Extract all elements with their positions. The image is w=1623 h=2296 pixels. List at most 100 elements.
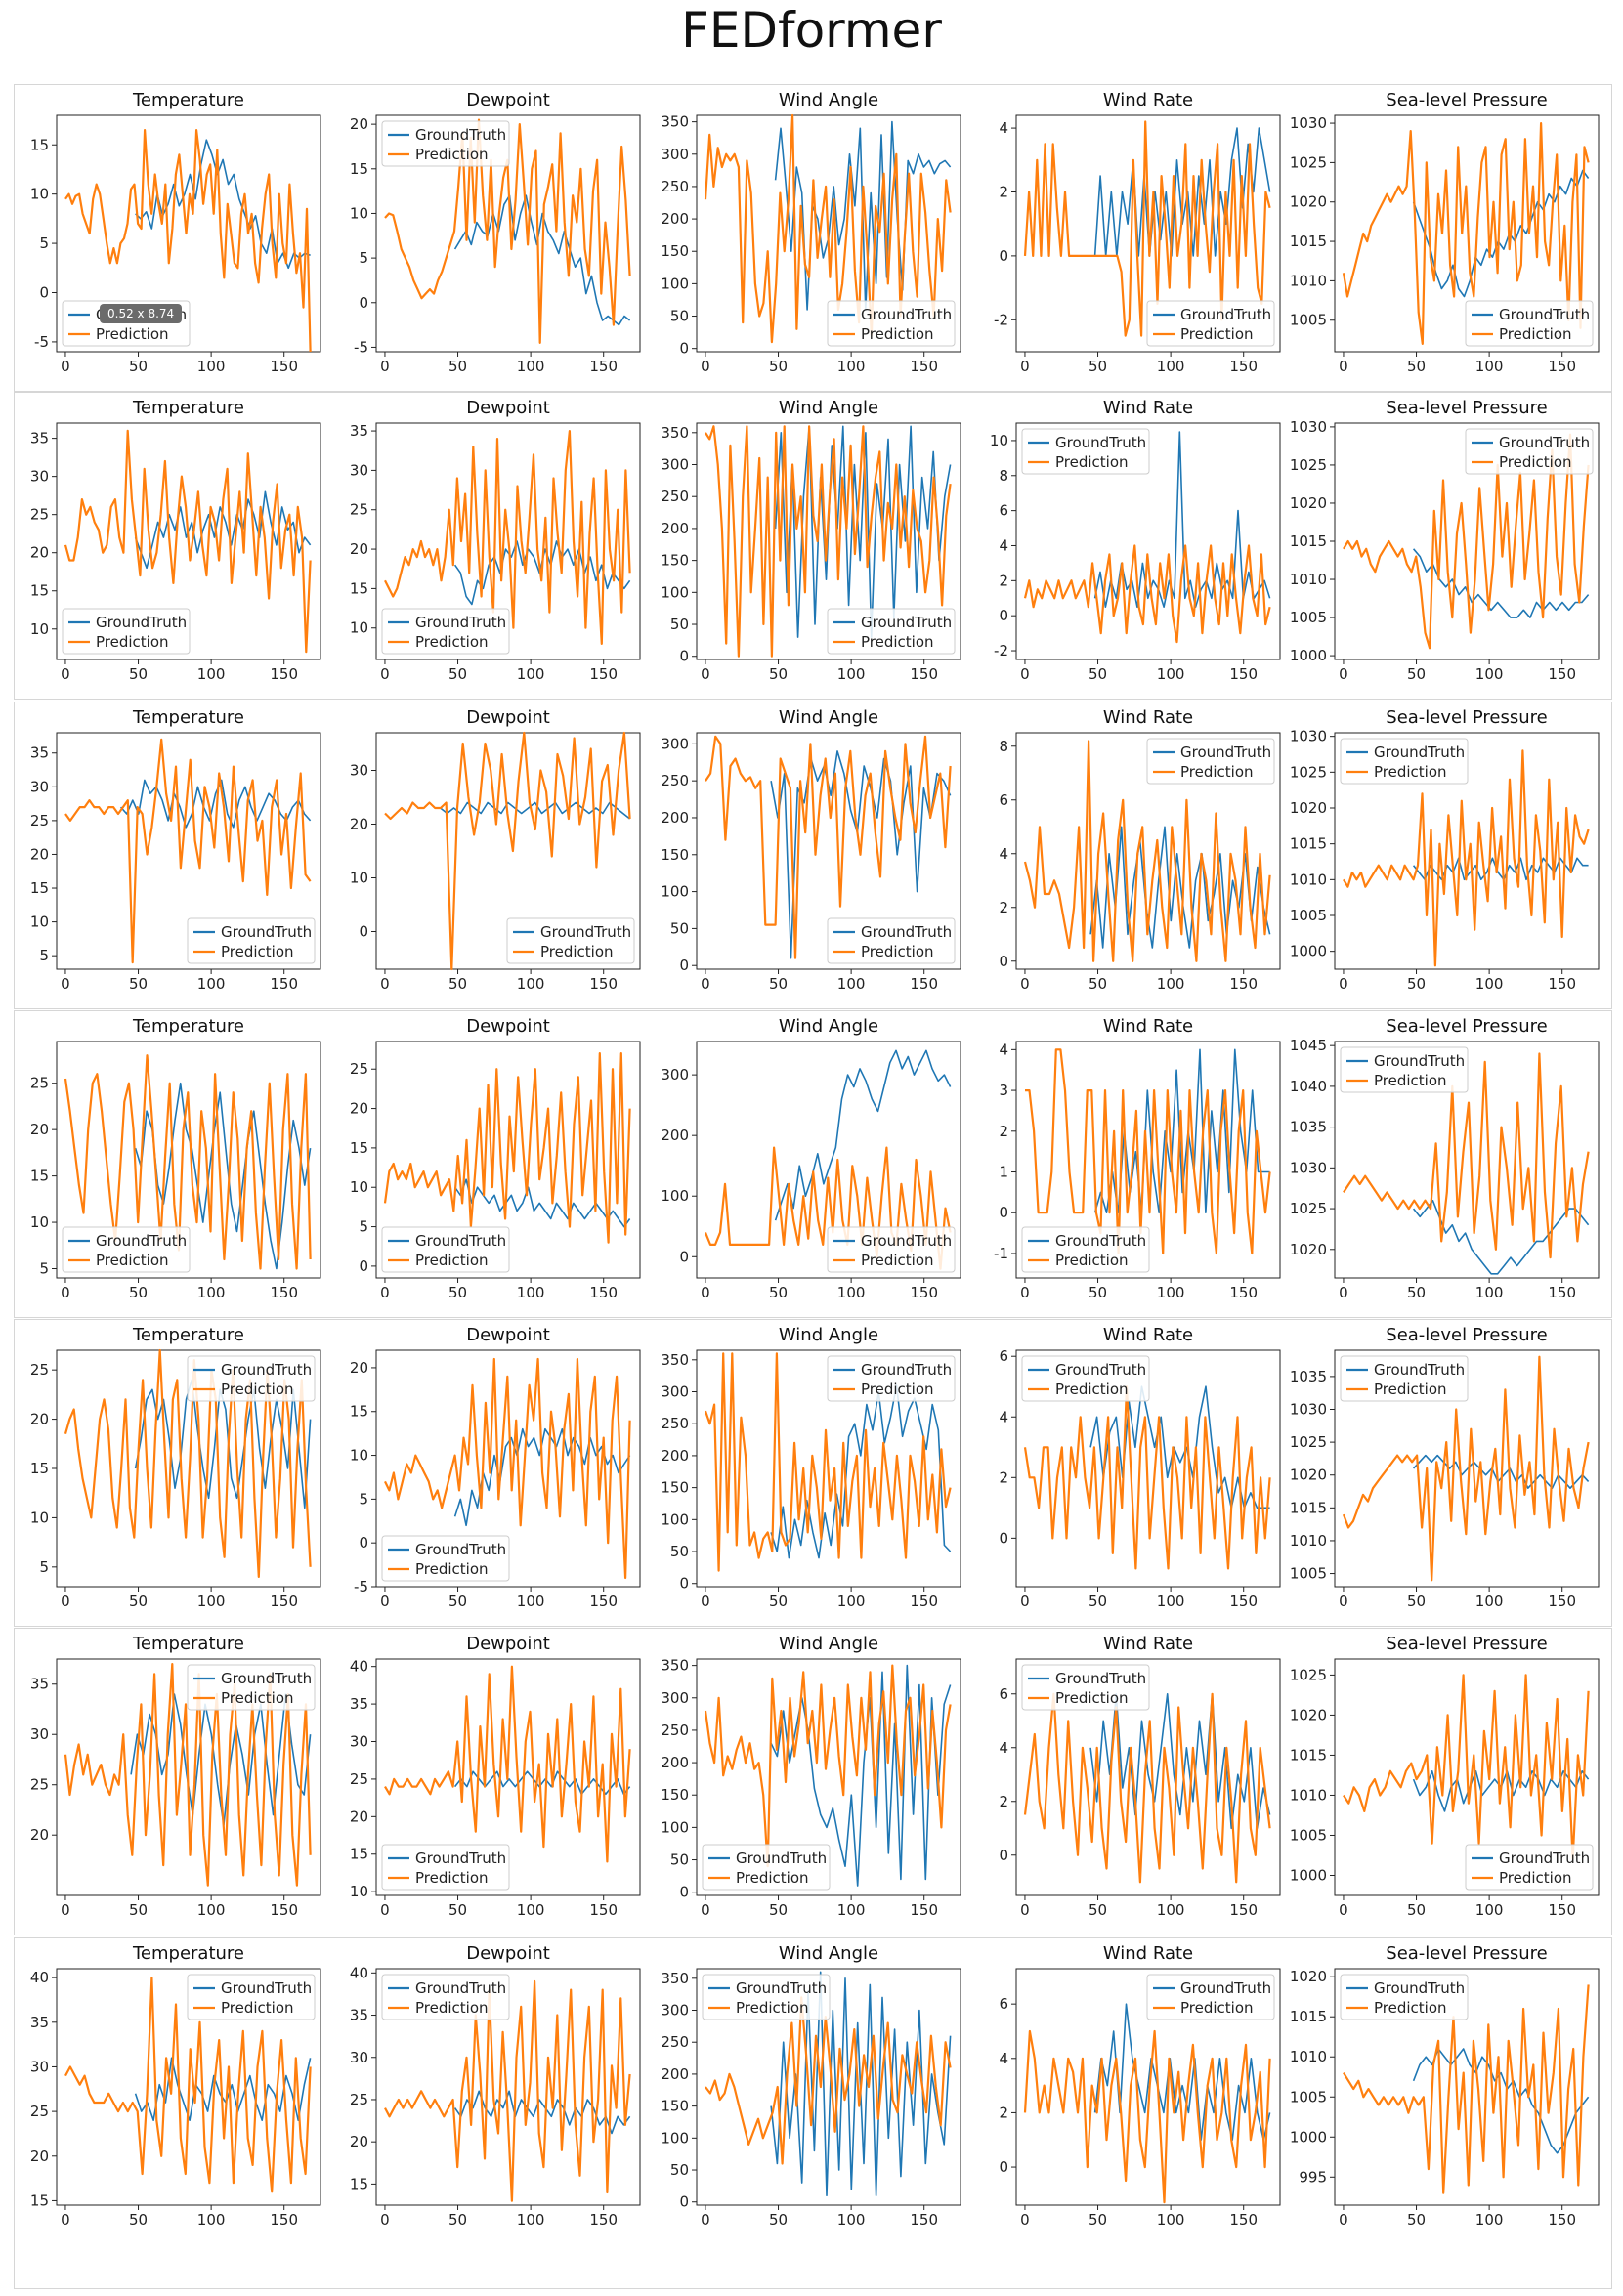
chart-panel: Wind Rate 0 50 100 150 0 2 4 6 GroundTruth Predict…: [969, 1939, 1285, 2232]
legend: GroundTruth Prediction: [1021, 1355, 1150, 1402]
y-tick-label: 150: [661, 2098, 689, 2115]
chart-title: Dewpoint: [466, 90, 550, 110]
legend-label-prediction: Prediction: [1055, 1689, 1129, 1707]
y-tick-label: 25: [30, 1776, 49, 1794]
legend: GroundTruth Prediction: [1146, 1974, 1275, 2020]
y-tick-label: 50: [670, 308, 689, 325]
chart-title: Wind Rate: [1103, 1634, 1193, 1654]
series-line-groundtruth: [774, 425, 952, 638]
x-tick-label: 0: [701, 2211, 710, 2229]
y-tick-label: 300: [661, 735, 689, 752]
y-tick-label: 10: [30, 620, 49, 638]
y-tick-label: 4: [999, 536, 1008, 554]
y-tick-label: 8: [999, 467, 1008, 485]
legend-box: [702, 1974, 831, 2020]
y-tick-label: 10: [350, 1178, 368, 1196]
legend-label-groundtruth: GroundTruth: [96, 614, 187, 631]
row-panel: [14, 392, 1612, 700]
x-tick-label: 100: [517, 358, 545, 375]
plot-frame: [56, 114, 321, 353]
x-tick-label: 100: [837, 1284, 866, 1301]
legend-label-prediction: Prediction: [415, 1999, 489, 2017]
series-line-groundtruth: [453, 2090, 631, 2135]
plot-frame: [696, 1041, 961, 1279]
x-tick-label: 100: [1157, 665, 1185, 683]
legend-label-prediction: Prediction: [540, 943, 614, 960]
legend-label-groundtruth: GroundTruth: [415, 1850, 506, 1867]
y-tick-label: 100: [661, 1818, 689, 1836]
chart-panel: Sea-level Pressure 0 50 100 150 1005 1010 1015 1…: [1288, 86, 1603, 379]
series-line-prediction: [1342, 1355, 1590, 1582]
x-tick-label: 0: [380, 1284, 390, 1301]
chart-title: Wind Rate: [1103, 1325, 1193, 1345]
x-tick-label: 0: [1020, 2211, 1030, 2229]
x-tick-label: 50: [769, 665, 788, 683]
y-tick-label: 6: [999, 1685, 1008, 1703]
chart-svg: Temperature 0 50 100 150 5 10 15 20 25 30 35 GroundT…: [30, 707, 321, 993]
legend-label-groundtruth: GroundTruth: [540, 923, 631, 941]
legend-label-prediction: Prediction: [1499, 1869, 1572, 1887]
legend-box: [187, 1664, 316, 1711]
legend: GroundTruth Prediction: [1340, 1974, 1469, 2020]
y-tick-label: 40: [30, 1969, 49, 1986]
legend: GroundTruth Prediction: [827, 608, 956, 655]
x-tick-label: 0: [380, 665, 390, 683]
y-tick-label: 1020: [1290, 1706, 1327, 1723]
y-tick-label: 1025: [1290, 1433, 1327, 1451]
x-tick-label: 0: [380, 1593, 390, 1610]
y-tick-label: 300: [661, 1066, 689, 1084]
series-line-prediction: [1023, 1692, 1271, 1884]
chart-panel: Wind Angle 0 50 100 150 0 50 100 150 200 250 300 Gro…: [650, 703, 965, 997]
chart-title: Wind Angle: [779, 398, 878, 418]
legend-box: [827, 917, 956, 964]
y-tick-label: 4: [999, 1408, 1008, 1425]
y-tick-label: 1005: [1290, 609, 1327, 626]
series-line-groundtruth: [453, 194, 631, 326]
y-tick-label: 0: [999, 953, 1008, 970]
legend-label-prediction: Prediction: [1180, 325, 1254, 343]
y-tick-label: 1015: [1290, 532, 1327, 550]
chart-title: Wind Rate: [1103, 398, 1193, 418]
y-tick-label: -2: [994, 642, 1008, 659]
y-tick-label: 1035: [1290, 1119, 1327, 1136]
chart-title: Wind Angle: [779, 1943, 878, 1964]
x-tick-label: 100: [837, 2211, 866, 2229]
x-tick-label: 0: [61, 358, 70, 375]
legend: GroundTruth Prediction: [506, 917, 635, 964]
x-tick-label: 0: [701, 1593, 710, 1610]
y-tick-label: 300: [661, 2002, 689, 2020]
y-tick-label: 0: [39, 284, 49, 302]
chart-svg: Sea-level Pressure 0 50 100 150 995 1000 1005 10…: [1290, 1943, 1600, 2229]
figure-title: FEDformer: [681, 2, 942, 59]
y-tick-label: 150: [661, 242, 689, 260]
y-tick-label: 100: [661, 1187, 689, 1205]
chart-svg: Dewpoint 0 50 100 150 -5 0 5 10 15 20 GroundTruth Pr…: [350, 90, 641, 375]
y-tick-label: 25: [30, 2103, 49, 2120]
legend: GroundTruth Prediction: [702, 1974, 831, 2020]
legend: GroundTruth Prediction: [381, 1974, 510, 2020]
x-tick-label: 0: [380, 2211, 390, 2229]
legend-box: [1340, 1355, 1469, 1402]
y-tick-label: 150: [661, 1786, 689, 1804]
chart-title: Temperature: [132, 1943, 244, 1964]
legend-label-prediction: Prediction: [1055, 1381, 1129, 1398]
plot-frame: [56, 1041, 321, 1279]
y-tick-label: 300: [661, 146, 689, 163]
legend-box: [827, 1355, 956, 1402]
x-tick-label: 50: [448, 975, 467, 993]
x-tick-label: 100: [1475, 665, 1504, 683]
chart-svg: Wind Rate 0 50 100 150 -2 0 2 4 GroundTruth Predic…: [994, 90, 1281, 375]
y-tick-label: 300: [661, 1689, 689, 1707]
legend-label-groundtruth: GroundTruth: [221, 1670, 312, 1687]
chart-title: Temperature: [132, 1016, 244, 1037]
y-tick-label: 30: [30, 2058, 49, 2075]
legend: GroundTruth Prediction: [1146, 300, 1275, 347]
x-tick-label: 150: [910, 975, 938, 993]
chart-panel: Wind Angle 0 50 100 150 0 50 100 150 200 250 300 350…: [650, 1630, 965, 1923]
x-tick-label: 100: [1475, 1901, 1504, 1919]
x-tick-label: 150: [270, 665, 298, 683]
plot-frame: [375, 732, 641, 970]
legend-label-groundtruth: GroundTruth: [861, 306, 952, 323]
legend: GroundTruth Prediction: [381, 1226, 510, 1273]
x-tick-label: 0: [61, 1593, 70, 1610]
